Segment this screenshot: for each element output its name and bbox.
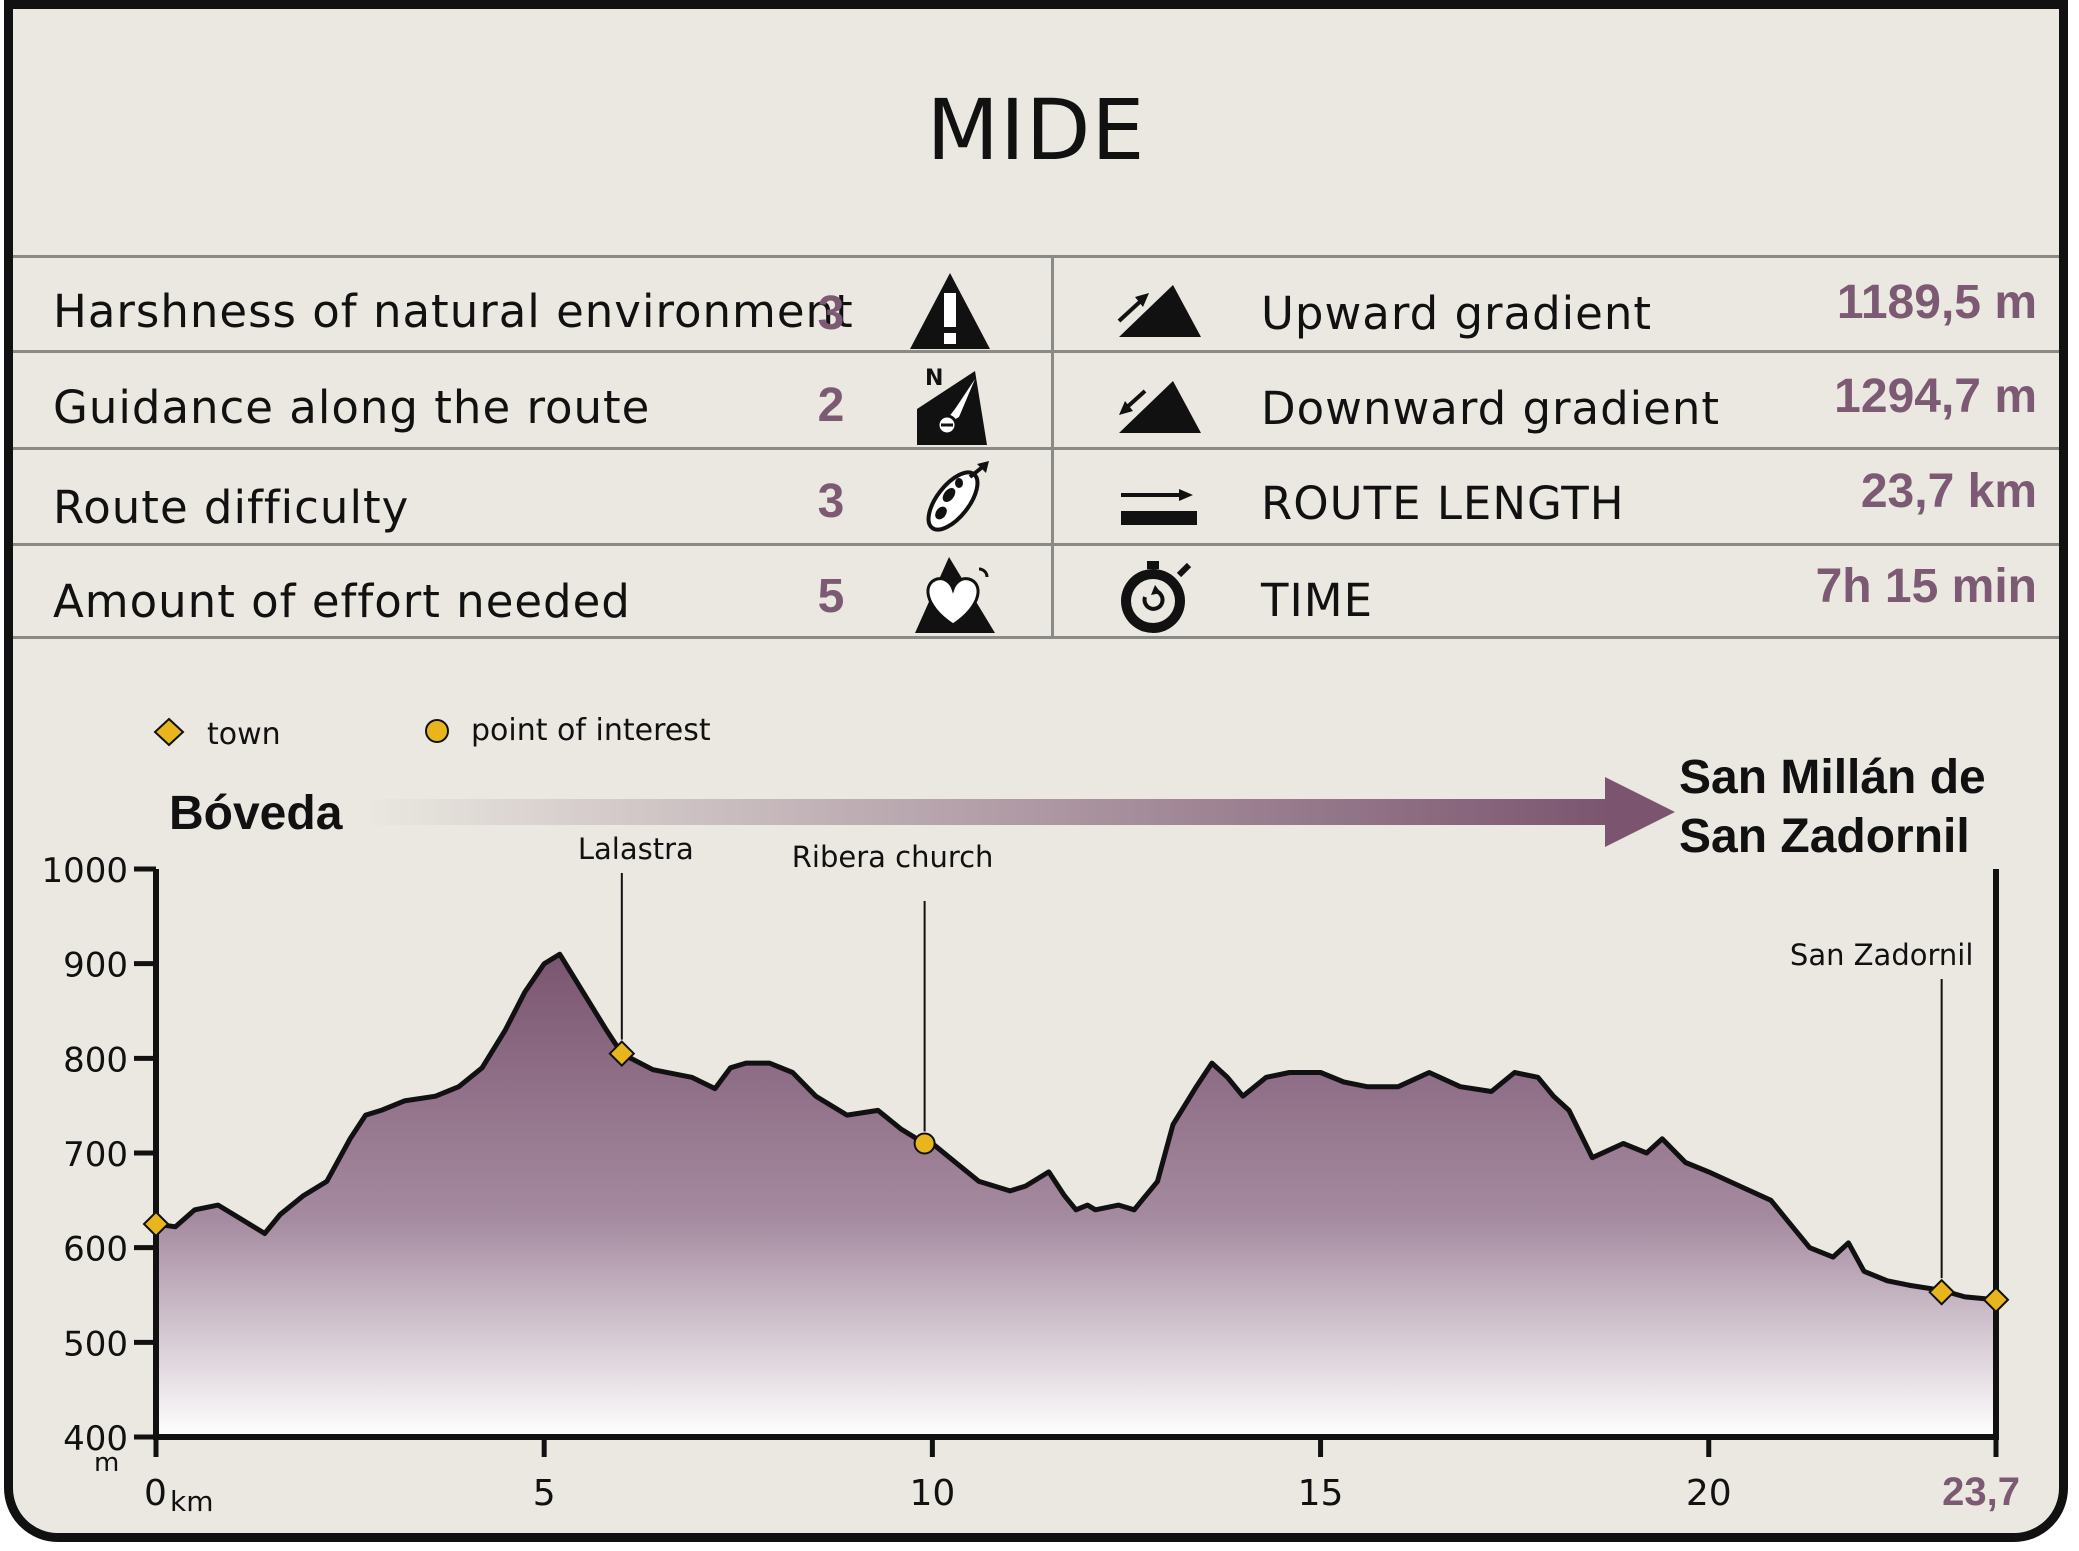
y-tick-label: 1000 (41, 851, 128, 891)
stat-label-length: ROUTE LENGTH (1261, 477, 1625, 530)
x-tick-label: 20 (1686, 1473, 1732, 1514)
compass-north-icon: N (917, 366, 987, 445)
y-tick-label: 400 (63, 1419, 128, 1459)
town-marker (1928, 1278, 1956, 1306)
legend-town-marker (153, 717, 185, 747)
divider (13, 543, 2059, 546)
location-markers (142, 1040, 2010, 1314)
x-tick-label: 15 (1298, 1473, 1344, 1514)
mide-score-effort: 5 (817, 570, 845, 623)
x-tick-label: 0 (144, 1473, 167, 1514)
mide-label-guidance: Guidance along the route (53, 381, 651, 434)
stat-value-downward: 1294,7 m (1834, 370, 2037, 423)
route-end-label-line2: San Zadornil (1679, 810, 1970, 863)
x-axis-unit: km (170, 1485, 214, 1518)
route-length-icon (1121, 489, 1197, 525)
x-tick-label: 23,7 (1942, 1470, 2020, 1514)
mide-score-guidance: 2 (817, 379, 845, 432)
x-tick-label: 10 (909, 1473, 955, 1514)
y-tick-label: 900 (63, 946, 128, 986)
poi-marker (913, 1132, 936, 1155)
mide-score-difficulty: 3 (817, 475, 845, 528)
column-divider (1051, 255, 1054, 639)
svg-text:N: N (925, 366, 943, 391)
warning-triangle-icon (910, 273, 990, 349)
x-tick-label: 5 (533, 1473, 556, 1514)
mide-label-harshness: Harshness of natural environment (53, 285, 854, 338)
elevation-area (156, 954, 1996, 1437)
mide-score-harshness: 3 (817, 287, 845, 340)
divider (13, 350, 2059, 353)
downward-gradient-icon (1119, 381, 1201, 433)
legend-poi-label: point of interest (471, 713, 711, 748)
heart-mountain-icon (915, 557, 995, 633)
legend-poi-marker (425, 719, 449, 743)
mide-card: MIDE Harshness of natural environment 3 … (4, 0, 2068, 1542)
elevation-profile-chart: town point of interest Bóveda San Millán… (41, 713, 2020, 1518)
divider (13, 636, 2059, 639)
town-label: San Zadornil (1790, 938, 1973, 972)
stopwatch-icon (1121, 561, 1192, 633)
location-annotations: Lalastra San Zadornil Ribera church (578, 832, 1973, 1279)
legend-town-label: town (207, 717, 281, 752)
stat-value-upward: 1189,5 m (1836, 276, 2037, 329)
y-axis-unit: m (94, 1448, 119, 1478)
stat-value-length: 23,7 km (1860, 465, 2037, 518)
route-start-label: Bóveda (169, 787, 343, 840)
stat-value-time: 7h 15 min (1815, 560, 2037, 613)
stat-label-time: TIME (1261, 574, 1374, 627)
y-tick-label: 600 (63, 1230, 128, 1270)
town-label: Lalastra (578, 832, 694, 866)
route-direction-arrow (361, 777, 1675, 847)
poi-label: Ribera church (792, 840, 994, 874)
town-marker (1982, 1286, 2010, 1314)
chart-legend: town point of interest (153, 713, 711, 752)
y-tick-label: 700 (63, 1135, 128, 1175)
stat-label-downward: Downward gradient (1261, 382, 1721, 435)
y-tick-label: 800 (63, 1040, 128, 1080)
page-title: MIDE (926, 81, 1146, 179)
stat-label-upward: Upward gradient (1261, 287, 1653, 340)
divider (13, 255, 2059, 258)
upward-gradient-icon (1117, 285, 1201, 337)
town-marker (142, 1210, 170, 1238)
town-marker (608, 1040, 636, 1068)
footprint-icon (926, 461, 989, 532)
y-tick-label: 500 (63, 1324, 128, 1364)
route-end-label-line1: San Millán de (1679, 751, 1986, 804)
mide-label-difficulty: Route difficulty (53, 481, 410, 534)
divider (13, 447, 2059, 450)
elevation-line (155, 951, 1997, 1303)
mide-label-effort: Amount of effort needed (53, 575, 631, 628)
axis-ticks: 400 500 600 700 800 900 1000 0 5 10 15 20 23,7 (41, 851, 2020, 1514)
